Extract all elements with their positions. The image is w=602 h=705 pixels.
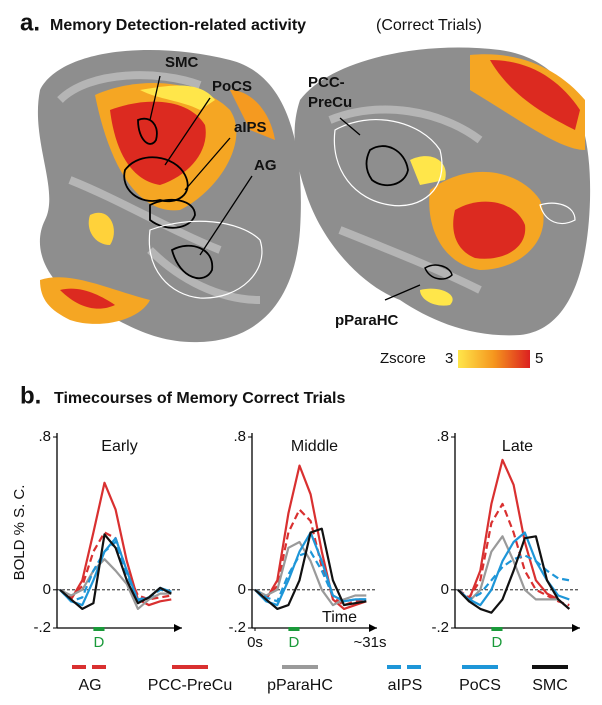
brain-medial — [294, 47, 591, 336]
y-tick-label: .8 — [436, 428, 449, 445]
series-line — [254, 531, 367, 607]
y-tick-label: .8 — [233, 428, 246, 445]
colorbar-tick: 3 — [445, 350, 453, 367]
y-tick-label: -.2 — [431, 619, 449, 636]
series-line — [457, 554, 570, 601]
panel-label: a. — [20, 9, 40, 36]
line-chart: Late .8 0 -.2 D — [431, 428, 580, 651]
event-label: D — [289, 634, 300, 651]
series-line — [457, 458, 571, 610]
y-tick-label: 0 — [43, 581, 51, 598]
legend-label: aIPS — [388, 677, 423, 694]
event-bar — [93, 627, 105, 631]
region-label: SMC — [165, 54, 199, 71]
line-chart: Middle .8 0 -.20s ~31s Time D — [228, 428, 386, 651]
y-tick-label: -.2 — [33, 619, 51, 636]
y-tick-label: 0 — [238, 581, 246, 598]
legend-label: AG — [78, 677, 101, 694]
x-tick-label: 0s — [247, 634, 263, 651]
series-line — [59, 481, 172, 607]
event-bar — [491, 627, 503, 631]
colorbar-label: Zscore — [380, 350, 426, 367]
y-tick-label: -.2 — [228, 619, 246, 636]
leader-lines — [149, 75, 421, 301]
series-line — [457, 502, 570, 607]
legend-label: PCC-PreCu — [148, 677, 232, 694]
panel-label: b. — [20, 382, 41, 409]
event-label: D — [492, 634, 503, 651]
series-line — [254, 540, 367, 607]
region-label: aIPS — [234, 119, 267, 136]
panel-title: Timecourses of Memory Correct Trials — [54, 390, 345, 407]
region-label: PreCu — [308, 94, 352, 111]
line-chart: Early .8 0 -.2 BOLD % S. C. D — [11, 428, 182, 651]
x-axis-arrow — [174, 624, 182, 632]
region-label: PCC- — [308, 74, 345, 91]
y-axis-label: BOLD % S. C. — [11, 485, 28, 581]
x-tick-label: ~31s — [354, 634, 387, 651]
colorbar — [458, 350, 530, 368]
event-label: D — [94, 634, 105, 651]
series-line — [59, 533, 172, 610]
chart-title: Early — [101, 438, 137, 455]
series-line — [254, 527, 367, 610]
x-axis-arrow — [572, 624, 580, 632]
x-axis-label: Time — [322, 609, 357, 626]
event-bar — [288, 627, 300, 631]
region-label: PoCS — [212, 78, 252, 95]
series-line — [254, 550, 367, 603]
y-tick-label: 0 — [441, 581, 449, 598]
series-line — [457, 535, 571, 614]
panel-title: Memory Detection-related activity — [50, 17, 306, 34]
series-line — [59, 558, 172, 610]
series-line — [457, 535, 571, 610]
legend-label: pParaHC — [267, 677, 333, 694]
region-label: pParaHC — [335, 312, 399, 329]
colorbar-tick: 5 — [535, 350, 543, 367]
legend: AG PCC-PreCu pParaHC aIPS PoCS SMC — [72, 665, 568, 694]
legend-label: SMC — [532, 677, 568, 694]
x-axis-arrow — [369, 624, 377, 632]
chart-title: Middle — [291, 438, 338, 455]
series-line — [254, 464, 367, 610]
legend-label: PoCS — [459, 677, 501, 694]
y-tick-label: .8 — [38, 428, 51, 445]
panel-note: (Correct Trials) — [376, 17, 482, 34]
region-label: AG — [254, 157, 277, 174]
brain-lateral — [37, 50, 301, 343]
chart-title: Late — [502, 438, 533, 455]
